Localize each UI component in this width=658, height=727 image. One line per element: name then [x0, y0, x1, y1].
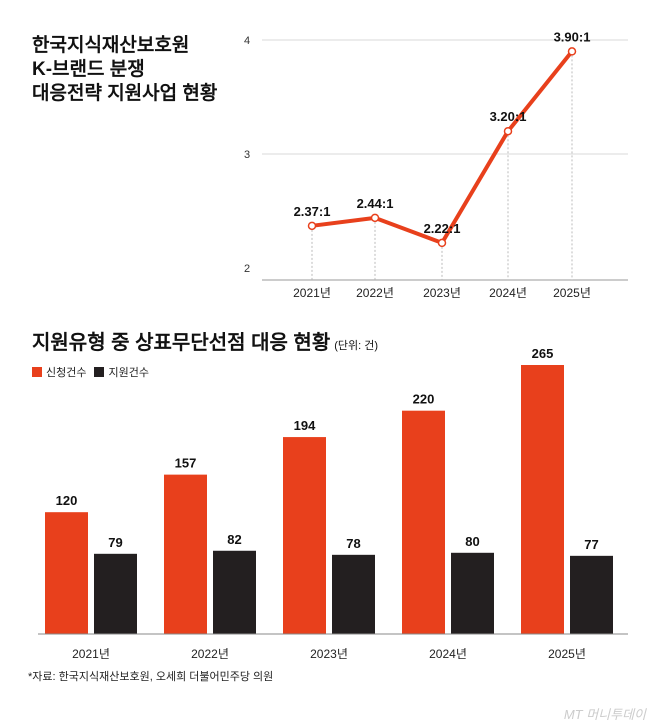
data-label: 3.20:1	[490, 109, 527, 124]
bar-value-label: 80	[465, 534, 479, 549]
title-line: 한국지식재산보호원	[32, 35, 190, 56]
x-tick-label: 2025년	[548, 647, 586, 661]
x-tick-label: 2021년	[293, 286, 331, 300]
bar-value-label: 220	[413, 392, 435, 407]
bar	[570, 555, 613, 634]
bar-value-label: 78	[346, 536, 360, 551]
data-point	[567, 47, 577, 56]
data-label: 2.22:1	[424, 221, 461, 236]
series-line	[311, 50, 574, 245]
data-point	[503, 126, 513, 136]
title-line: K-브랜드 분쟁	[32, 59, 145, 80]
x-tick-label: 2022년	[356, 286, 394, 300]
x-tick-label: 2024년	[489, 286, 527, 300]
y-tick-label: 4	[244, 35, 250, 47]
y-tick-label: 2	[244, 263, 250, 275]
x-tick-label: 2023년	[423, 286, 461, 300]
bar	[521, 365, 564, 634]
bar-value-label: 157	[175, 456, 197, 471]
bar	[213, 550, 256, 634]
data-point	[437, 238, 447, 248]
bar	[451, 552, 494, 634]
bar-value-label: 79	[108, 535, 122, 550]
data-point	[307, 221, 317, 231]
x-tick-label: 2021년	[72, 647, 110, 661]
bar-title-text: 지원유형 중 상표무단선점 대응 현황	[32, 332, 331, 354]
unit-label: (단위: 건)	[334, 340, 379, 352]
bar	[94, 553, 137, 634]
legend-swatch-applications	[32, 367, 42, 377]
legend: 신청건수 지원건수	[32, 364, 149, 380]
source-note: *자료: 한국지식재산보호원, 오세희 더불어민주당 의원	[28, 671, 274, 683]
data-label: 2.44:1	[357, 196, 394, 211]
legend-swatch-supported	[94, 367, 105, 377]
data-label: 3.90:1	[554, 29, 591, 44]
x-tick-label: 2024년	[429, 647, 467, 661]
legend-label: 지원건수	[108, 367, 149, 379]
bar	[332, 554, 375, 634]
x-tick-label: 2025년	[553, 286, 591, 300]
bar-value-label: 265	[532, 346, 554, 361]
bar	[45, 512, 88, 634]
bar	[164, 474, 207, 634]
bar-value-label: 194	[294, 418, 316, 433]
bar	[283, 437, 326, 634]
legend-label: 신청건수	[46, 367, 87, 379]
bar-value-label: 120	[56, 493, 78, 508]
line-chart-title: 한국지식재산보호원 K-브랜드 분쟁 대응전략 지원사업 현황	[32, 34, 217, 106]
x-tick-label: 2023년	[310, 647, 348, 661]
bar	[402, 410, 445, 634]
publisher-logo: MT 머니투데이	[563, 707, 646, 722]
bar-value-label: 82	[227, 532, 241, 547]
data-label: 2.37:1	[294, 204, 331, 219]
y-tick-label: 3	[244, 149, 250, 161]
title-line: 대응전략 지원사업 현황	[32, 83, 218, 104]
data-point	[370, 213, 380, 223]
bar-chart-title: 지원유형 중 상표무단선점 대응 현황 (단위: 건)	[32, 326, 378, 355]
bar-value-label: 77	[584, 537, 598, 552]
x-tick-label: 2022년	[191, 647, 229, 661]
